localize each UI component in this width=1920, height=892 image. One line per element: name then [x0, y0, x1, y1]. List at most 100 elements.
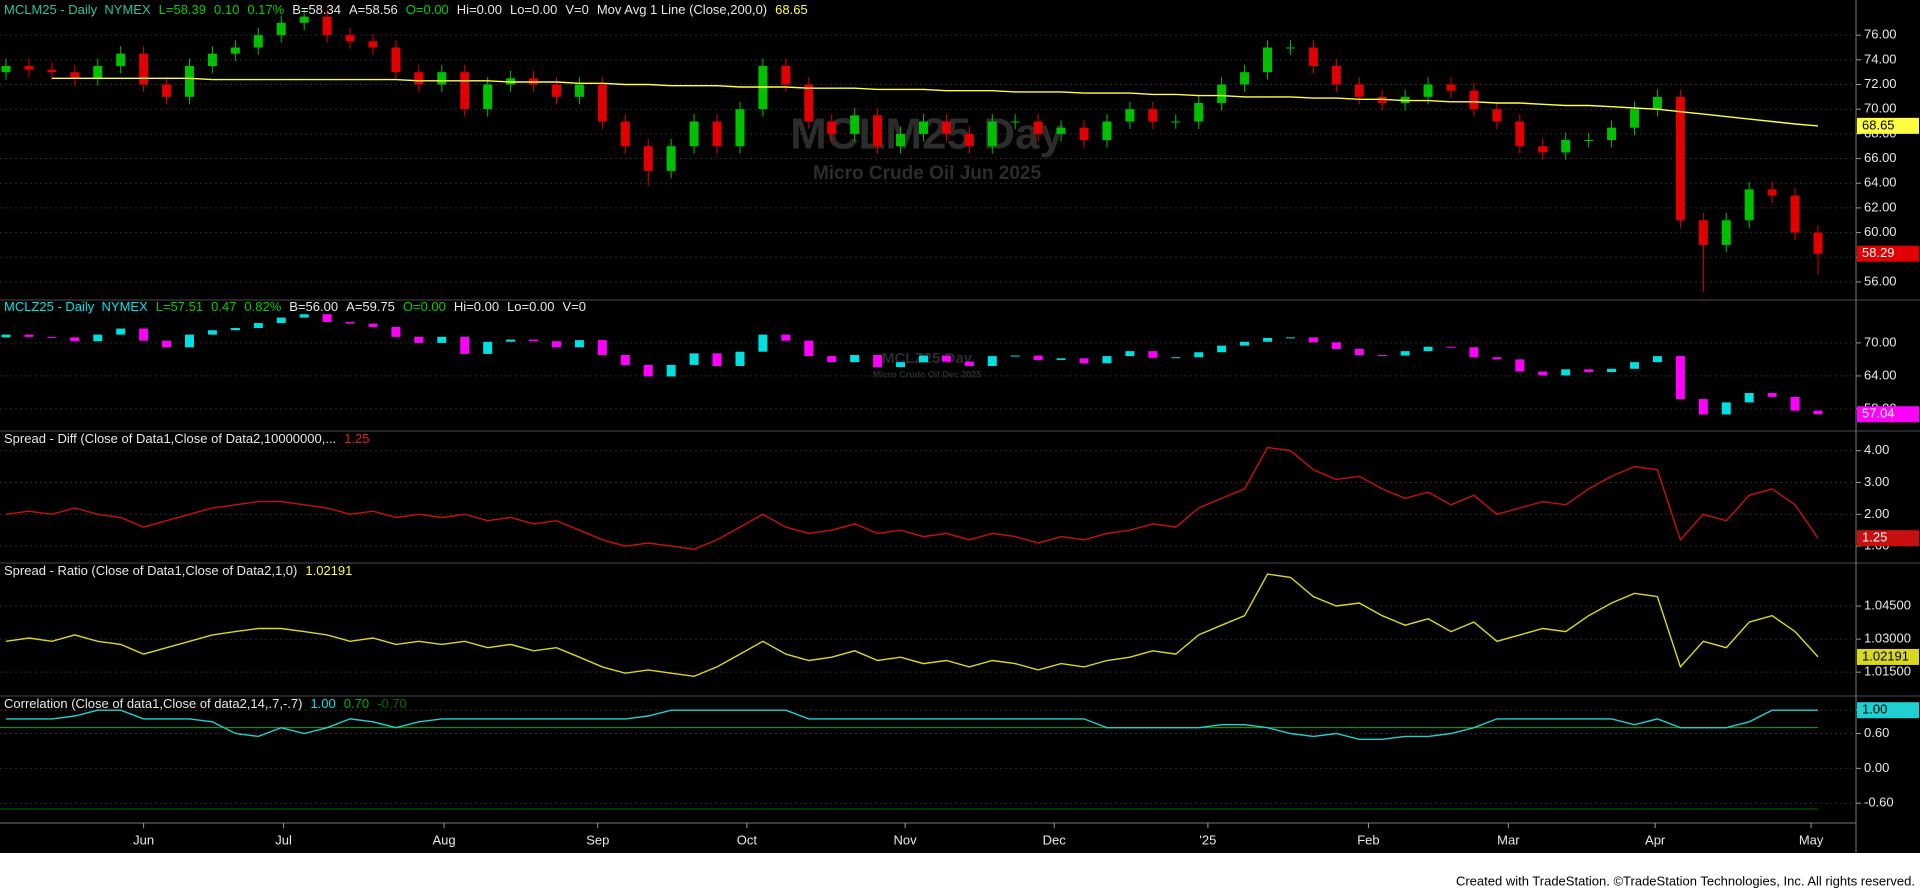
candle-body: [1171, 357, 1181, 359]
candle-body: [1446, 84, 1456, 91]
candle-body: [1354, 84, 1364, 97]
last-value-box: [1857, 702, 1919, 719]
candle-body: [1079, 358, 1089, 364]
candle-body: [207, 330, 217, 335]
legend-entry: Lo=0.00: [507, 299, 554, 314]
candle-body: [1515, 359, 1525, 372]
candle-body: [1056, 358, 1066, 360]
last-value-label: 1.25: [1862, 530, 1887, 545]
candle-body: [1630, 109, 1640, 128]
candle-body: [1767, 393, 1777, 397]
footer-text: Created with TradeStation. ©TradeStation…: [1456, 873, 1915, 888]
candle-body: [1423, 84, 1433, 97]
legend-entry: B=58.34: [292, 2, 341, 17]
legend-entry: 1.25: [344, 431, 369, 446]
candle-body: [1, 66, 11, 73]
last-value-box: [1857, 245, 1919, 262]
candle-body: [1125, 351, 1135, 357]
y-tick-label: 1.01500: [1864, 664, 1911, 679]
candle-body: [1217, 84, 1227, 104]
candle-body: [345, 35, 355, 42]
candle-body: [804, 84, 814, 122]
legend-entry: B=56.00: [289, 299, 338, 314]
candle-body: [1240, 341, 1250, 346]
candle-body: [70, 337, 80, 342]
candle-body: [666, 146, 676, 171]
candle-body: [1331, 66, 1341, 85]
candle-body: [1102, 356, 1112, 364]
legend-entry: -0.70: [377, 696, 407, 711]
candle-body: [1148, 351, 1158, 358]
candle-body: [276, 22, 286, 36]
candle-body: [1813, 232, 1823, 254]
candle-body: [964, 133, 974, 147]
candle-body: [1263, 47, 1273, 73]
candle-body: [1675, 96, 1685, 221]
candle-body: [1630, 362, 1640, 369]
panel-header: Spread - Ratio (Close of Data1,Close of …: [4, 563, 352, 578]
candle-body: [414, 72, 424, 85]
series-line: [5, 446, 1819, 551]
candle-body: [207, 53, 217, 66]
candle-body: [322, 16, 332, 36]
candle-body: [1102, 121, 1112, 141]
candle-body: [414, 336, 424, 343]
candle-body: [460, 72, 470, 110]
candle-body: [964, 361, 974, 367]
x-tick-label: Jun: [133, 832, 154, 847]
candle-body: [116, 53, 126, 66]
candle-body: [116, 328, 126, 335]
candle-body: [804, 340, 814, 357]
candle-body: [574, 340, 584, 348]
candle-body: [689, 353, 699, 365]
candle-body: [1010, 355, 1020, 357]
candle-body: [139, 53, 149, 85]
x-tick-label: '25: [1199, 832, 1216, 847]
candle-body: [184, 334, 194, 348]
candle-body: [941, 121, 951, 134]
x-tick-label: Sep: [586, 832, 609, 847]
candle-body: [941, 355, 951, 362]
candle-body: [987, 356, 997, 367]
last-value-box: [1857, 406, 1919, 423]
candle-body: [597, 340, 607, 356]
candle-body: [689, 121, 699, 147]
candle-body: [162, 84, 172, 97]
x-tick-label: May: [1799, 832, 1824, 847]
legend-entry: 0.10: [214, 2, 239, 17]
candle-body: [1423, 346, 1433, 352]
candle-body: [391, 326, 401, 337]
legend-entry: A=59.75: [346, 299, 395, 314]
watermark: MCLM25 Day: [790, 110, 1064, 159]
candle-body: [253, 35, 263, 48]
y-tick-label: 1.04500: [1864, 597, 1911, 612]
candle-body: [827, 356, 837, 363]
candle-body: [253, 323, 263, 329]
x-tick-label: Apr: [1645, 832, 1666, 847]
candle-body: [1721, 402, 1731, 415]
legend-entry: A=58.56: [349, 2, 398, 17]
candle-body: [322, 314, 332, 322]
candle-body: [1331, 342, 1341, 349]
candle-body: [1377, 355, 1387, 357]
candle-body: [758, 334, 768, 352]
legend-entry: 0.17%: [247, 2, 284, 17]
candle-body: [1790, 396, 1800, 411]
candle-body: [873, 355, 883, 368]
y-tick-label: 76.00: [1864, 27, 1897, 42]
candle-body: [1607, 127, 1617, 141]
candle-body: [368, 323, 378, 327]
candle-body: [1308, 337, 1318, 343]
legend-entry: Mov Avg 1 Line (Close,200,0): [597, 2, 767, 17]
legend-entry: Hi=0.00: [457, 2, 502, 17]
candle-body: [1790, 195, 1800, 233]
candle-body: [437, 72, 447, 85]
candle-body: [1492, 357, 1502, 360]
candle-body: [827, 121, 837, 134]
candle-body: [1033, 355, 1043, 360]
last-value-label: 58.29: [1862, 245, 1895, 260]
legend-entry: 0.47: [211, 299, 236, 314]
